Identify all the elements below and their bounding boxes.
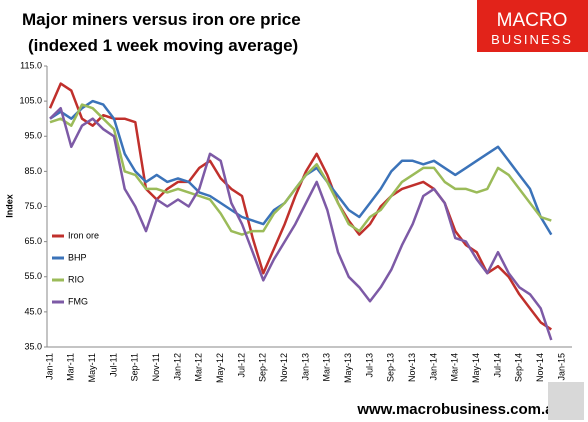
y-tick-label: 115.0 bbox=[20, 60, 42, 70]
logo-text: MACRO bbox=[497, 10, 568, 31]
x-tick-label: Sep-14 bbox=[514, 353, 524, 382]
series-line bbox=[49, 103, 552, 236]
x-tick-label: Jan-11 bbox=[44, 353, 54, 380]
x-tick-label: Mar-13 bbox=[322, 353, 332, 382]
legend-label: RIO bbox=[68, 274, 84, 284]
chart-title: Major miners versus iron ore price bbox=[22, 10, 301, 29]
series-line bbox=[49, 106, 553, 341]
y-tick-label: 45.0 bbox=[24, 306, 42, 316]
x-tick-label: Sep-12 bbox=[258, 353, 268, 382]
x-tick-label: Jan-12 bbox=[172, 353, 182, 381]
y-tick-label: 55.0 bbox=[24, 271, 42, 281]
logo-text: BUSINESS bbox=[491, 32, 573, 47]
x-tick-label: May-13 bbox=[343, 353, 353, 383]
x-tick-label: Sep-11 bbox=[130, 353, 140, 381]
x-tick-label: Jul-14 bbox=[492, 353, 502, 378]
series-line bbox=[48, 82, 552, 331]
x-tick-label: Jul-13 bbox=[364, 353, 374, 378]
x-tick-label: Jan-15 bbox=[556, 353, 566, 381]
legend-label: BHP bbox=[68, 252, 87, 262]
y-tick-label: 65.0 bbox=[24, 236, 42, 246]
y-tick-label: 85.0 bbox=[24, 166, 42, 176]
x-tick-label: Nov-14 bbox=[535, 353, 545, 382]
x-tick-label: May-14 bbox=[471, 353, 481, 383]
y-tick-label: 95.0 bbox=[24, 131, 42, 141]
x-tick-label: May-11 bbox=[87, 353, 97, 382]
chart-subtitle: (indexed 1 week moving average) bbox=[28, 36, 298, 55]
legend-label: Iron ore bbox=[68, 230, 99, 240]
x-tick-label: Mar-14 bbox=[450, 353, 460, 382]
x-tick-label: May-12 bbox=[215, 353, 225, 383]
footer: www.macrobusiness.com.au bbox=[356, 401, 562, 418]
logo-image bbox=[548, 382, 584, 420]
y-tick-label: 75.0 bbox=[24, 201, 42, 211]
y-tick-label: 105.0 bbox=[19, 96, 42, 106]
x-tick-label: Jan-13 bbox=[300, 353, 310, 381]
x-tick-label: Nov-11 bbox=[151, 353, 161, 381]
y-axis-label: Index bbox=[4, 194, 14, 218]
x-tick-label: Sep-13 bbox=[386, 353, 396, 382]
y-tick-label: 35.0 bbox=[24, 341, 42, 351]
x-tick-label: Jul-12 bbox=[236, 353, 246, 378]
x-tick-label: Nov-13 bbox=[407, 353, 417, 382]
x-tick-label: Jan-14 bbox=[428, 353, 438, 381]
legend-label: FMG bbox=[68, 296, 88, 306]
x-tick-label: Nov-12 bbox=[279, 353, 289, 382]
x-tick-label: Mar-11 bbox=[66, 353, 76, 381]
logo-box bbox=[477, 0, 588, 52]
x-tick-label: Jul-11 bbox=[108, 353, 118, 377]
x-tick-label: Mar-12 bbox=[194, 353, 204, 382]
